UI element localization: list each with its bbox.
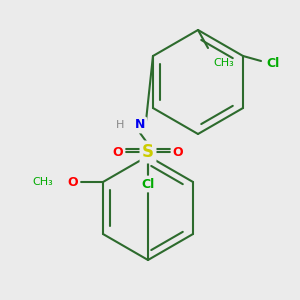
Text: CH₃: CH₃ xyxy=(32,177,53,187)
Text: H: H xyxy=(116,120,124,130)
Text: CH₃: CH₃ xyxy=(213,58,234,68)
Text: O: O xyxy=(68,176,78,188)
Text: Cl: Cl xyxy=(141,178,154,190)
Text: O: O xyxy=(113,146,123,158)
Text: O: O xyxy=(173,146,183,158)
Text: Cl: Cl xyxy=(266,58,280,70)
Text: S: S xyxy=(142,143,154,161)
Text: N: N xyxy=(135,118,145,131)
